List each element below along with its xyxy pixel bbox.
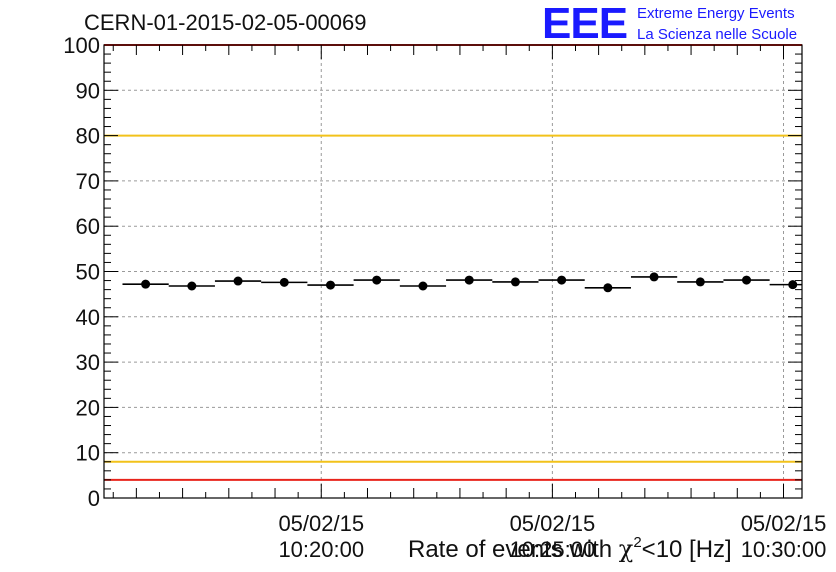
data-point bbox=[279, 277, 289, 287]
data-point bbox=[788, 280, 798, 290]
axis-ticks bbox=[104, 44, 802, 499]
y-tick-label: 50 bbox=[76, 260, 100, 285]
data-point bbox=[326, 280, 336, 290]
plot-frame bbox=[103, 44, 803, 499]
data-point bbox=[649, 272, 659, 282]
run-id-title: CERN-01-2015-02-05-00069 bbox=[84, 10, 367, 35]
tick-labels: 010203040506070809010005/02/1510:20:0005… bbox=[63, 33, 826, 562]
x-tick-label-date: 05/02/15 bbox=[510, 511, 596, 536]
logo-line-2: La Scienza nelle Scuole bbox=[637, 26, 798, 43]
eee-logo: EEE Extreme Energy Events La Scienza nel… bbox=[542, 0, 836, 48]
data-point bbox=[510, 277, 520, 287]
y-tick-label: 0 bbox=[88, 486, 100, 511]
y-tick-label: 10 bbox=[76, 441, 100, 466]
x-tick-label-time: 10:30:00 bbox=[741, 537, 827, 562]
x-axis-title-superscript: 2 bbox=[633, 534, 642, 551]
y-tick-label: 40 bbox=[76, 305, 100, 330]
x-axis-title-prefix: Rate of events with bbox=[408, 536, 619, 563]
x-tick-label-date: 05/02/15 bbox=[278, 511, 364, 536]
data-point bbox=[141, 279, 151, 289]
y-tick-label: 70 bbox=[76, 169, 100, 194]
x-axis-title-suffix: <10 [Hz] bbox=[641, 536, 732, 563]
y-tick-label: 30 bbox=[76, 350, 100, 375]
data-point bbox=[464, 275, 474, 285]
x-axis-title-symbol: χ bbox=[618, 535, 634, 563]
y-tick-label: 100 bbox=[63, 33, 100, 58]
data-point bbox=[418, 281, 428, 291]
y-tick-label: 60 bbox=[76, 214, 100, 239]
data-point bbox=[695, 277, 705, 287]
grid-layer bbox=[104, 45, 802, 498]
logo-mark: EEE bbox=[542, 0, 628, 48]
reference-lines bbox=[104, 44, 802, 481]
x-tick-label-date: 05/02/15 bbox=[741, 511, 827, 536]
x-tick-label-time: 10:20:00 bbox=[278, 537, 364, 562]
y-tick-label: 80 bbox=[76, 124, 100, 149]
data-point bbox=[233, 276, 243, 286]
data-point bbox=[603, 283, 613, 293]
y-tick-label: 90 bbox=[76, 78, 100, 103]
x-tick-label-time: 10:25:00 bbox=[510, 537, 596, 562]
x-axis-title: Rate of events with χ2<10 [Hz] bbox=[408, 534, 732, 564]
logo-line-1: Extreme Energy Events bbox=[637, 5, 795, 22]
data-points bbox=[122, 272, 802, 293]
data-point bbox=[187, 281, 197, 291]
y-tick-label: 20 bbox=[76, 395, 100, 420]
data-point bbox=[557, 275, 567, 285]
data-point bbox=[742, 275, 752, 285]
data-point bbox=[372, 275, 382, 285]
